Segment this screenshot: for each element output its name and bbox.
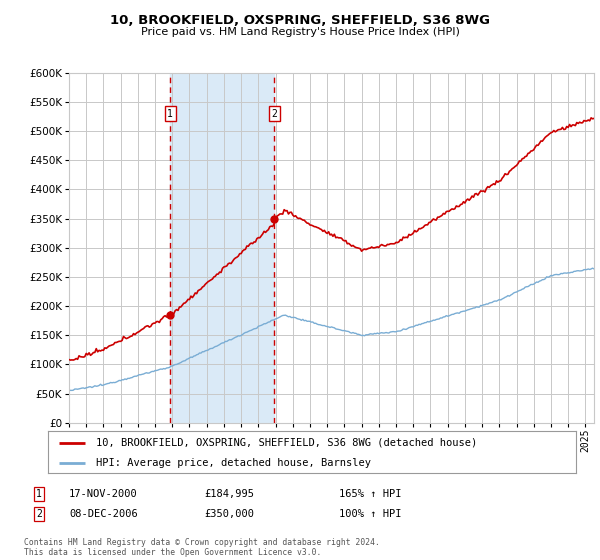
Text: 10, BROOKFIELD, OXSPRING, SHEFFIELD, S36 8WG: 10, BROOKFIELD, OXSPRING, SHEFFIELD, S36… [110, 14, 490, 27]
Text: 08-DEC-2006: 08-DEC-2006 [69, 509, 138, 519]
Text: Contains HM Land Registry data © Crown copyright and database right 2024.
This d: Contains HM Land Registry data © Crown c… [24, 538, 380, 557]
Text: HPI: Average price, detached house, Barnsley: HPI: Average price, detached house, Barn… [95, 458, 371, 468]
Text: 100% ↑ HPI: 100% ↑ HPI [339, 509, 401, 519]
Text: 2: 2 [36, 509, 42, 519]
Bar [170, 73, 274, 423]
Text: 17-NOV-2000: 17-NOV-2000 [69, 489, 138, 499]
Text: 10, BROOKFIELD, OXSPRING, SHEFFIELD, S36 8WG (detached house): 10, BROOKFIELD, OXSPRING, SHEFFIELD, S36… [95, 438, 477, 448]
Text: 165% ↑ HPI: 165% ↑ HPI [339, 489, 401, 499]
Text: 1: 1 [36, 489, 42, 499]
Text: £184,995: £184,995 [204, 489, 254, 499]
Text: £350,000: £350,000 [204, 509, 254, 519]
Text: 2: 2 [271, 109, 277, 119]
Text: 1: 1 [167, 109, 173, 119]
Text: Price paid vs. HM Land Registry's House Price Index (HPI): Price paid vs. HM Land Registry's House … [140, 27, 460, 37]
